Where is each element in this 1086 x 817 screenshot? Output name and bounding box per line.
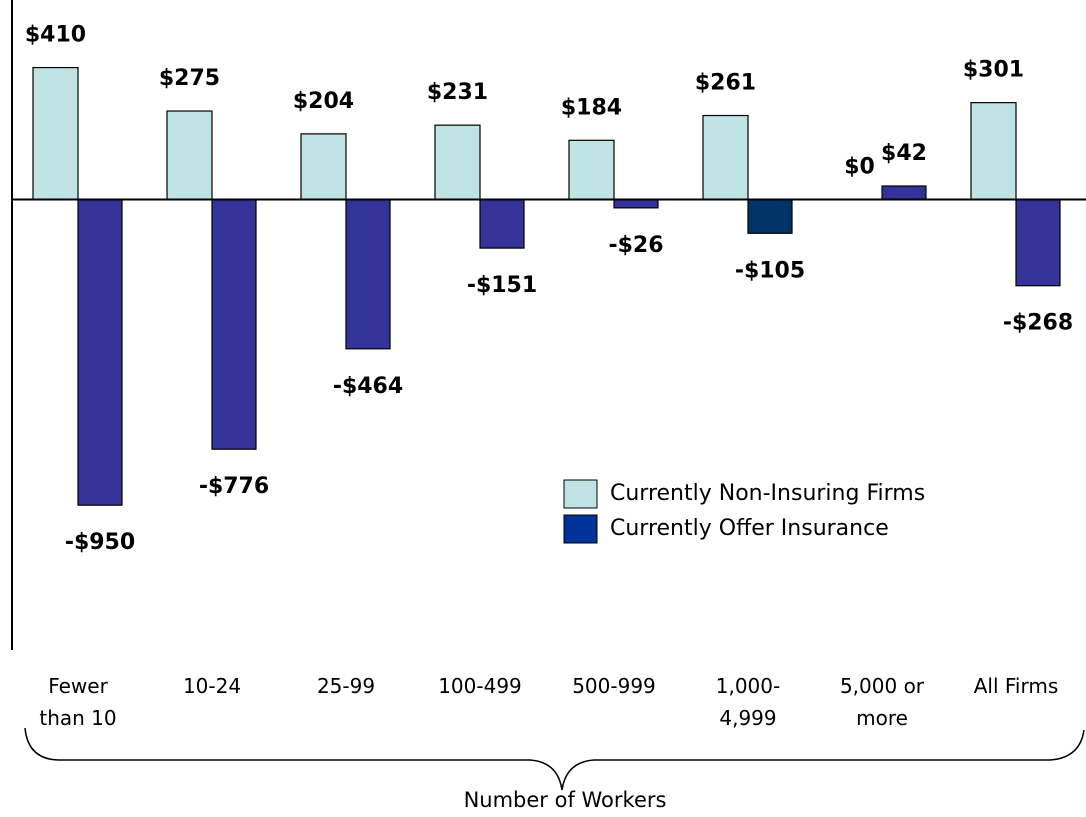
bar bbox=[166, 110, 213, 201]
value-label: -$776 bbox=[199, 474, 269, 499]
bar bbox=[300, 133, 347, 201]
x-tick-label: 10-24 bbox=[182, 674, 242, 698]
legend-label: Currently Offer Insurance bbox=[610, 516, 889, 541]
value-label: $275 bbox=[159, 66, 220, 91]
value-label: $204 bbox=[293, 89, 354, 114]
bar bbox=[77, 198, 123, 506]
value-label: -$950 bbox=[65, 530, 135, 555]
bar bbox=[702, 114, 749, 201]
x-tick-label: 500-999 bbox=[572, 674, 656, 698]
bar bbox=[747, 198, 793, 234]
bar bbox=[881, 185, 927, 201]
bar bbox=[345, 198, 391, 350]
value-label: -$105 bbox=[735, 258, 805, 283]
bar bbox=[568, 139, 615, 201]
value-label: $231 bbox=[427, 80, 488, 105]
bar bbox=[32, 66, 79, 201]
x-tick-label: 1,000-4,999 bbox=[715, 674, 781, 730]
x-axis-title: Number of Workers bbox=[464, 788, 667, 812]
value-label: $261 bbox=[695, 71, 756, 96]
bar bbox=[479, 198, 525, 249]
bar bbox=[613, 198, 659, 209]
legend-swatch bbox=[563, 514, 598, 544]
value-label: $410 bbox=[25, 23, 86, 48]
brace bbox=[24, 727, 1085, 791]
bar bbox=[970, 102, 1017, 201]
value-label: $301 bbox=[963, 58, 1024, 83]
x-tick-label: 25-99 bbox=[316, 674, 376, 698]
x-tick-label: All Firms bbox=[973, 674, 1059, 698]
value-label: -$464 bbox=[333, 374, 403, 399]
bar bbox=[1015, 198, 1061, 287]
x-tick-label: 100-499 bbox=[438, 674, 522, 698]
value-label: -$26 bbox=[608, 233, 663, 258]
value-label: -$151 bbox=[467, 273, 537, 298]
value-label: -$268 bbox=[1003, 311, 1073, 336]
value-label: $0 bbox=[844, 155, 875, 180]
x-tick-label: 5,000 or more bbox=[839, 674, 925, 730]
legend-label: Currently Non-Insuring Firms bbox=[610, 481, 925, 506]
value-label: $42 bbox=[881, 141, 927, 166]
value-label: $184 bbox=[561, 95, 622, 120]
legend-swatch bbox=[563, 479, 598, 509]
x-tick-label: Fewer than 10 bbox=[39, 674, 117, 730]
bar bbox=[211, 198, 257, 450]
bar bbox=[434, 124, 481, 201]
